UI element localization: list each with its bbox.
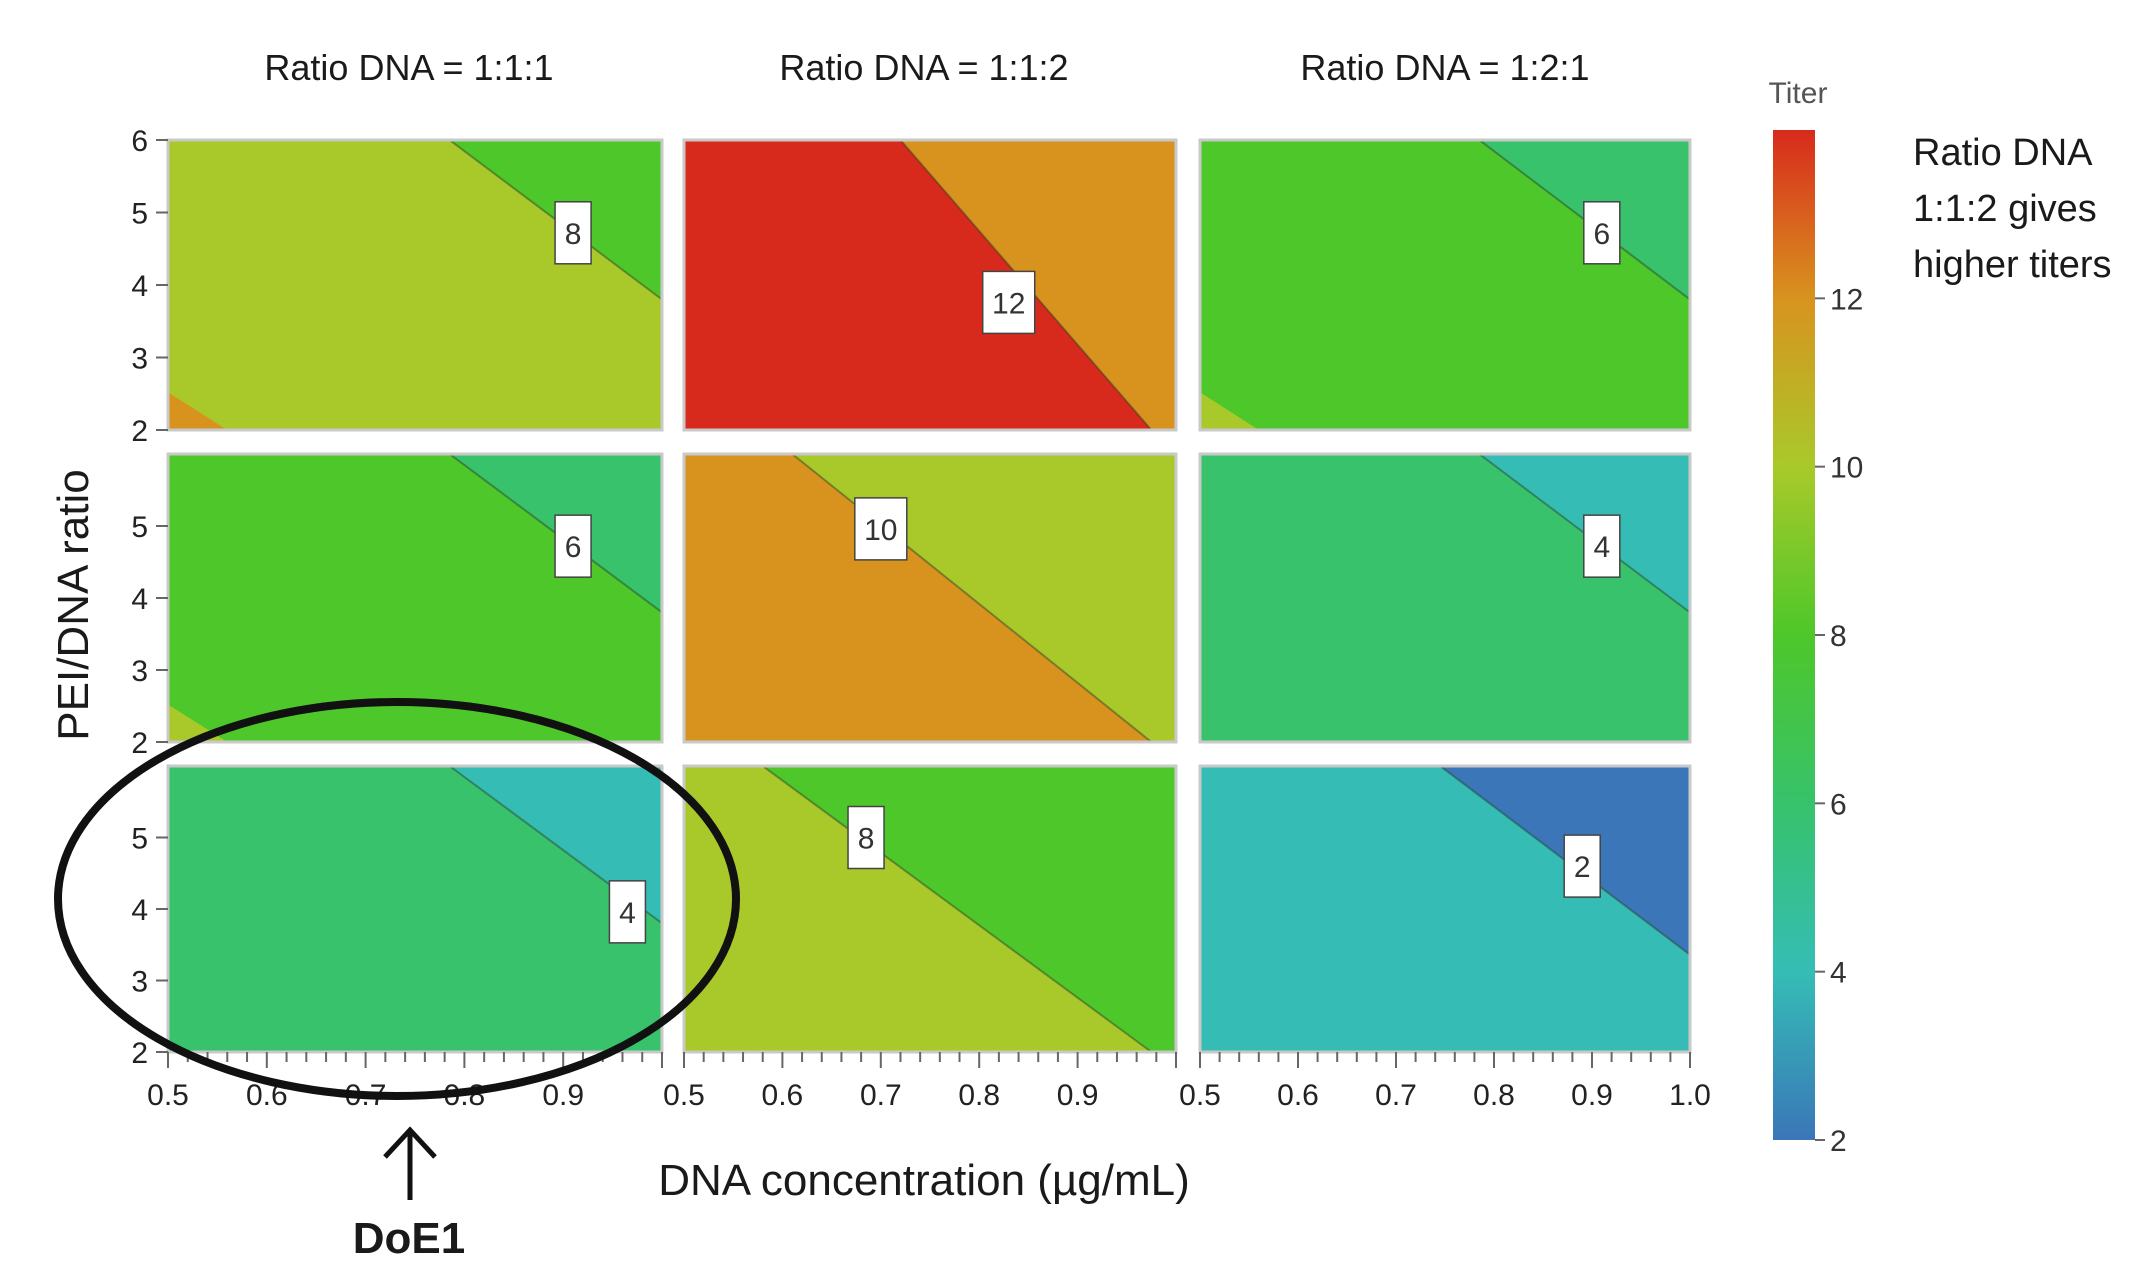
x-tick-label: 1.0 <box>1669 1079 1711 1112</box>
contour-region-corner <box>1200 392 1259 430</box>
y-tick-label: 4 <box>131 894 148 927</box>
x-tick-label: 0.5 <box>1179 1079 1221 1112</box>
panel-regions <box>1200 766 1690 1052</box>
panel-border <box>682 138 1178 432</box>
panel-r0-c2: 6 <box>1198 138 1692 432</box>
panel-regions <box>168 140 662 430</box>
contour-label-box <box>1583 514 1621 578</box>
panel-r2-c1: 8 <box>682 764 1178 1054</box>
contour-label-box <box>608 880 647 944</box>
colorbar-tick-label: 2 <box>1830 1125 1847 1158</box>
y-tick-label: 3 <box>131 966 148 999</box>
contour-label: 8 <box>565 218 582 251</box>
facet-title-3: Ratio DNA = 1:2:1 <box>1300 47 1589 88</box>
contour-region-high <box>899 140 1176 430</box>
note-line-2: 1:1:2 gives <box>1913 188 2097 230</box>
panel-border <box>1198 452 1692 744</box>
panels-layer: 8 12 6 6 10 4 4 8 2 <box>166 138 1692 1054</box>
panel-border <box>1198 138 1692 432</box>
contour-label-box <box>854 497 908 561</box>
contour-label: 6 <box>565 531 582 564</box>
colorbar-tick-label: 12 <box>1830 283 1863 316</box>
y-tick-label: 4 <box>131 583 148 616</box>
note-line-3: higher titers <box>1913 244 2112 286</box>
contour-label-box <box>847 805 885 870</box>
panel-r1-c2: 4 <box>1198 452 1692 744</box>
y-tick-label: 6 <box>131 125 148 158</box>
x-tick-label: 0.8 <box>1473 1079 1515 1112</box>
panel-border <box>1198 764 1692 1054</box>
x-tick-label: 0.6 <box>762 1079 804 1112</box>
x-axis-label: DNA concentration (µg/mL) <box>658 1156 1190 1205</box>
panel-regions <box>684 454 1176 742</box>
x-tick-label: 0.5 <box>147 1079 189 1112</box>
note-line-1: Ratio DNA <box>1913 132 2093 174</box>
panel-regions <box>1200 140 1690 430</box>
y-tick-label: 5 <box>131 511 148 544</box>
panel-r2-c0: 4 <box>166 764 664 1054</box>
colorbar-title: Titer <box>1769 77 1828 110</box>
contour-label: 10 <box>864 514 897 547</box>
panel-border <box>682 452 1178 744</box>
panel-r1-c0: 6 <box>166 452 664 744</box>
x-tick-label: 0.9 <box>1571 1079 1613 1112</box>
x-tick-label: 0.8 <box>958 1079 1000 1112</box>
y-tick-label: 2 <box>131 415 148 448</box>
y-tick-label: 2 <box>131 1037 148 1070</box>
y-ticks-layer: 2 3 4 5 6 2 3 4 5 2 3 4 5 <box>131 125 168 1070</box>
facet-title-1: Ratio DNA = 1:1:1 <box>264 47 553 88</box>
panel-regions <box>684 766 1176 1052</box>
colorbar <box>1773 130 1815 1140</box>
x-tick-label: 0.9 <box>1057 1079 1099 1112</box>
panel-regions <box>168 454 662 742</box>
colorbar-tick-label: 8 <box>1830 620 1847 653</box>
contour-label: 12 <box>992 287 1025 320</box>
contour-label-box <box>1563 834 1601 898</box>
doe1-arrow-head <box>383 1126 437 1159</box>
panel-regions <box>684 140 1176 430</box>
y-axis-label: PEI/DNA ratio <box>49 469 98 740</box>
colorbar-tick-label: 6 <box>1830 788 1847 821</box>
contour-region-corner <box>168 392 228 430</box>
contour-label-box <box>981 270 1036 335</box>
y-tick-label: 2 <box>131 727 148 760</box>
facet-title-2: Ratio DNA = 1:1:2 <box>779 47 1068 88</box>
panel-r0-c0: 8 <box>166 138 664 432</box>
contour-label: 2 <box>1574 851 1591 884</box>
y-tick-label: 4 <box>131 270 148 303</box>
x-tick-label: 0.9 <box>542 1079 584 1112</box>
x-ticks-layer: 0.5 0.6 0.7 0.8 0.9 0.5 0.6 0.7 0.8 0.9 0.5 0.6 0.7 0… <box>147 1052 1711 1112</box>
panel-regions <box>1200 454 1690 742</box>
x-tick-label: 0.6 <box>1277 1079 1319 1112</box>
panel-r2-c2: 2 <box>1198 764 1692 1054</box>
colorbar-tick-label: 10 <box>1830 452 1863 485</box>
colorbar-tick-label: 4 <box>1830 957 1847 990</box>
contour-label-box <box>554 201 592 265</box>
x-tick-label: 0.7 <box>860 1079 902 1112</box>
x-tick-label: 0.5 <box>663 1079 705 1112</box>
doe1-highlight-ellipse <box>54 698 740 1100</box>
contour-label: 4 <box>1593 531 1610 564</box>
colorbar-ticks-layer: 2 4 6 8 10 12 <box>1815 283 1863 1158</box>
panel-regions <box>168 766 662 1052</box>
y-tick-label: 3 <box>131 343 148 376</box>
panel-r0-c1: 12 <box>682 138 1178 432</box>
contour-label: 6 <box>1593 218 1610 251</box>
y-tick-label: 3 <box>131 655 148 688</box>
contour-label: 4 <box>619 897 636 930</box>
panel-border <box>682 764 1178 1054</box>
y-tick-label: 5 <box>131 823 148 856</box>
doe1-label: DoE1 <box>353 1214 465 1263</box>
contour-label: 8 <box>858 823 875 856</box>
y-tick-label: 5 <box>131 198 148 231</box>
panel-r1-c1: 10 <box>682 452 1178 744</box>
contour-label-box <box>1583 201 1621 265</box>
x-tick-label: 0.7 <box>1375 1079 1417 1112</box>
contour-label-box <box>554 514 592 578</box>
